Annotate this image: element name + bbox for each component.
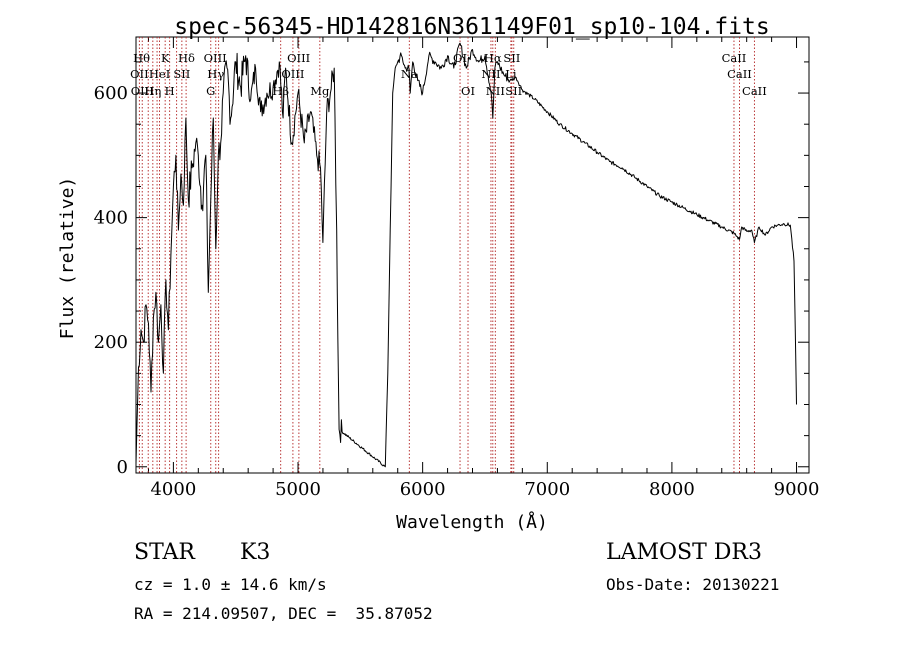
x-tick-label: 7000 [524, 479, 570, 500]
survey-name: LAMOST DR3 [606, 540, 762, 565]
object-type: STAR [134, 540, 196, 565]
observation-date: Obs-Date: 20130221 [606, 575, 779, 594]
coordinates-readout: RA = 214.09507, DEC = 35.87052 [134, 604, 433, 623]
spectral-line-label: H [165, 84, 175, 98]
plot-frame [135, 36, 810, 474]
spectral-line-label: OIII [131, 84, 154, 98]
spectral-line-label: Hγ [207, 67, 224, 81]
y-tick-label: 0 [117, 457, 128, 478]
spectral-line-label: Hη [144, 84, 161, 98]
spectral-line-label: NII [486, 84, 505, 98]
y-tick-label: 600 [94, 83, 128, 104]
spectrum-series-line [135, 42, 797, 468]
spectral-line-label: K [161, 51, 170, 65]
spectral-line-label: SII [503, 51, 520, 65]
spectral-line-label: OI [461, 84, 475, 98]
x-tick-label: 6000 [400, 479, 446, 500]
spectral-line-label: Mg [310, 84, 330, 98]
spectral-line-label: G [206, 84, 215, 98]
spectral-line-label: Hδ [178, 51, 195, 65]
spectral-line-label: OIII [281, 67, 304, 81]
spectral-line-label: SII [505, 84, 522, 98]
spectral-line-label: CaII [742, 84, 767, 98]
spectral-line-label: OIII [204, 51, 227, 65]
chart-title: spec-56345-HD142816N361149F01_sp10-104.f… [174, 14, 769, 40]
spectral-line-markers [138, 37, 755, 473]
spectral-subclass: K3 [240, 540, 270, 565]
spectral-line-label: NII [481, 67, 500, 81]
x-tick-label: 9000 [774, 479, 820, 500]
x-axis-label: Wavelength (Å) [396, 511, 548, 533]
spectral-line-label: Hθ [133, 51, 150, 65]
spectral-line-label: CaII [722, 51, 747, 65]
y-tick-label: 400 [94, 208, 128, 229]
spectral-line-label: CaII [727, 67, 752, 81]
spectral-line-label: Hβ [272, 84, 289, 98]
spectral-line-label: OII [130, 67, 149, 81]
x-tick-label: 5000 [275, 479, 321, 500]
x-tick-label: 4000 [150, 479, 196, 500]
x-tick-label: 8000 [649, 479, 695, 500]
y-tick-label: 200 [94, 332, 128, 353]
series-group [135, 42, 797, 468]
redshift-readout: cz = 1.0 ± 14.6 km/s [134, 575, 327, 594]
spectral-line-label: Li [505, 67, 517, 81]
spectral-line-label: SII [173, 67, 190, 81]
y-axis-label: Flux (relative) [57, 177, 78, 340]
axis-ticks: 4000 5000 6000 7000 8000 9000 0 200 400 600 [94, 37, 820, 500]
spectral-line-label: HeI [149, 67, 170, 81]
spectral-line-label: OIII [287, 51, 310, 65]
